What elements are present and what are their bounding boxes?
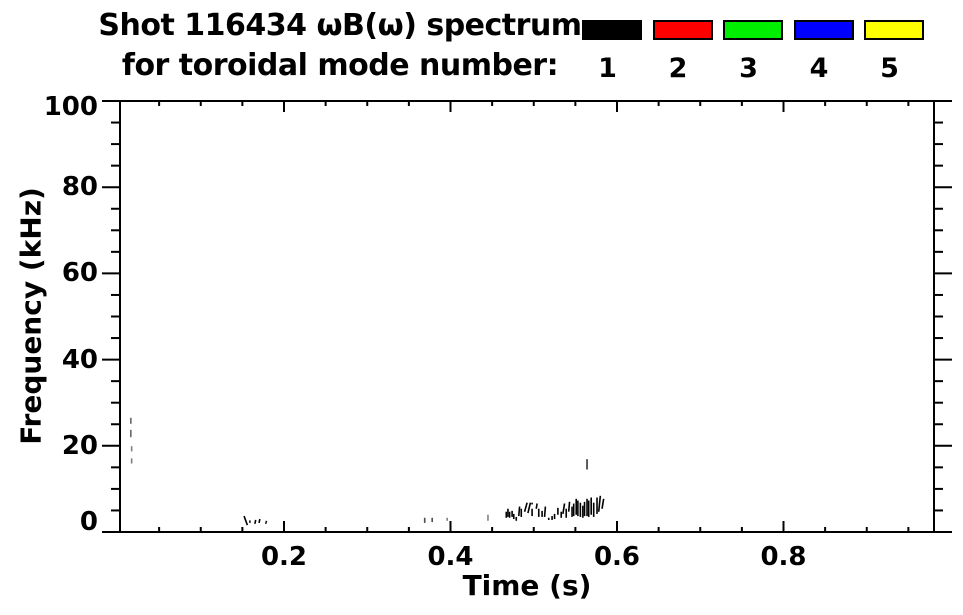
spectrum-mark-n1 xyxy=(601,498,605,509)
y-axis-title: Frequency (kHz) xyxy=(14,187,48,445)
y-tick-label-60: 60 xyxy=(61,258,98,289)
legend-swatch-4 xyxy=(793,20,854,40)
spectrum-mark-n1 xyxy=(517,506,521,517)
y-tick-label-100: 100 xyxy=(43,92,98,122)
y-tick-label-80: 80 xyxy=(61,172,98,203)
y-tick-label-40: 40 xyxy=(61,344,98,375)
page-title-line1: Shot 116434 ωB(ω) spectrum xyxy=(98,8,582,43)
legend-number-2: 2 xyxy=(668,53,688,84)
y-tick-label-20: 20 xyxy=(61,430,98,461)
y-tick-label-0: 0 xyxy=(79,507,98,537)
legend-swatch-2 xyxy=(652,20,713,40)
spectrum-mark-n1 xyxy=(597,495,602,512)
legend-number-1: 1 xyxy=(598,53,617,84)
x-tick-label-0.4: 0.4 xyxy=(427,542,474,572)
legend-swatch-5 xyxy=(864,20,924,40)
spectrum-mark-n1 xyxy=(243,515,249,526)
spectrum-mark-n1 xyxy=(543,506,547,517)
legend-swatch-3 xyxy=(723,20,783,40)
spectrum-mark-n1 xyxy=(254,519,257,524)
page-title-line2: for toroidal mode number: xyxy=(121,48,559,83)
spectrum-mark-n1 xyxy=(258,518,261,524)
legend-swatch-1 xyxy=(582,20,642,40)
legend-number-5: 5 xyxy=(880,53,899,84)
x-axis-title: Time (s) xyxy=(462,569,592,602)
legend-number-4: 4 xyxy=(809,53,829,84)
spectrum-mark-n1 xyxy=(567,501,571,512)
spectrum-mark-n1 xyxy=(527,502,532,514)
spectrum-mark-n1 xyxy=(264,520,268,525)
spectrum-mark-n1 xyxy=(523,502,528,512)
x-tick-label-0.6: 0.6 xyxy=(593,542,641,572)
legend-number-3: 3 xyxy=(739,53,758,84)
x-tick-label-0.8: 0.8 xyxy=(760,542,807,572)
x-tick-label-0.2: 0.2 xyxy=(260,542,308,572)
spectrum-mark-n1 xyxy=(535,503,538,509)
spectrum-mark-n1 xyxy=(562,503,566,515)
